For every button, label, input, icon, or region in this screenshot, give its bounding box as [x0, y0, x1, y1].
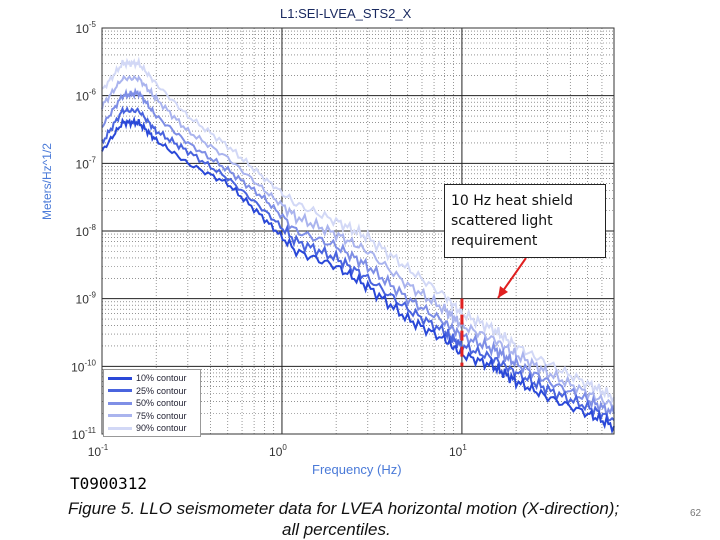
- y-tick-label-exp: -6: [89, 88, 97, 97]
- y-tick-label-exp: -10: [84, 358, 96, 367]
- legend-swatch: [108, 389, 132, 393]
- legend-item: 50% contour: [108, 397, 200, 410]
- caption-line-1: Figure 5. LLO seismometer data for LVEA …: [68, 499, 620, 518]
- series-line-4: [101, 74, 615, 410]
- series-line-5: [101, 56, 615, 404]
- legend-item: 75% contour: [108, 410, 200, 423]
- y-tick-label-exp: -5: [89, 20, 97, 29]
- plot-frame: [101, 27, 615, 435]
- series-layer: [101, 56, 615, 435]
- y-tick-label-base: 10-7: [76, 155, 97, 171]
- legend-item: 90% contour: [108, 422, 200, 435]
- legend-label: 50% contour: [136, 398, 187, 409]
- x-axis-label: Frequency (Hz): [312, 462, 402, 477]
- series-line-1: [101, 115, 615, 435]
- y-tick-label-exp: -9: [89, 291, 97, 300]
- x-tick-label-base: 10-1: [88, 443, 109, 459]
- x-tick-label: 100: [269, 443, 287, 459]
- legend-label: 25% contour: [136, 385, 187, 396]
- y-tick-label: 10-11: [72, 426, 97, 442]
- caption-line-2: all percentiles.: [282, 520, 391, 539]
- y-tick-label-exp: -8: [89, 223, 97, 232]
- x-tick-label: 10-1: [88, 443, 109, 459]
- y-axis-label-text: Meters/Hz^1/2: [40, 143, 54, 220]
- y-tick-label-base: 10-8: [76, 223, 97, 239]
- y-tick-label-base: 10-10: [71, 358, 96, 374]
- y-tick-label: 10-9: [76, 291, 97, 307]
- y-tick-label: 10-10: [71, 358, 96, 374]
- legend-label: 75% contour: [136, 410, 187, 421]
- y-axis-label: Meters/Hz^1/2: [40, 143, 54, 220]
- figure-caption: Figure 5. LLO seismometer data for LVEA …: [68, 498, 668, 540]
- arrow-head: [498, 286, 508, 298]
- x-tick-label-base: 100: [269, 443, 287, 459]
- x-tick-label-exp: 1: [462, 443, 467, 452]
- y-tick-label-base: 10-5: [76, 20, 97, 36]
- series-line-2: [101, 105, 615, 422]
- y-tick-label-base: 10-6: [76, 88, 97, 104]
- legend-swatch: [108, 426, 132, 430]
- y-tick-label: 10-8: [76, 223, 97, 239]
- x-tick-label: 101: [449, 443, 467, 459]
- y-tick-label: 10-7: [76, 155, 97, 171]
- x-tick-label-exp: -1: [101, 443, 109, 452]
- y-tick-label-base: 10-11: [72, 426, 97, 442]
- x-tick-label-base: 101: [449, 443, 467, 459]
- legend-label: 90% contour: [136, 423, 187, 434]
- y-tick-label: 10-5: [76, 20, 97, 36]
- annotation-layer: [460, 257, 527, 367]
- annotation-callout: 10 Hz heat shield scattered light requir…: [444, 184, 606, 258]
- legend-item: 25% contour: [108, 385, 200, 398]
- legend: 10% contour 25% contour 50% contour 75% …: [103, 369, 201, 437]
- y-tick-label-exp: -7: [89, 155, 97, 164]
- y-tick-label-exp: -11: [85, 426, 97, 435]
- legend-item: 10% contour: [108, 372, 200, 385]
- legend-swatch: [108, 401, 132, 405]
- series-line-3: [101, 87, 615, 416]
- page-number: 62: [690, 508, 702, 519]
- legend-swatch: [108, 376, 132, 380]
- legend-label: 10% contour: [136, 373, 187, 384]
- chart-title: L1:SEI-LVEA_STS2_X: [280, 6, 412, 21]
- legend-swatch: [108, 414, 132, 418]
- x-tick-label-exp: 0: [282, 443, 287, 452]
- y-tick-label: 10-6: [76, 88, 97, 104]
- document-id: T0900312: [70, 474, 148, 493]
- y-tick-label-base: 10-9: [76, 291, 97, 307]
